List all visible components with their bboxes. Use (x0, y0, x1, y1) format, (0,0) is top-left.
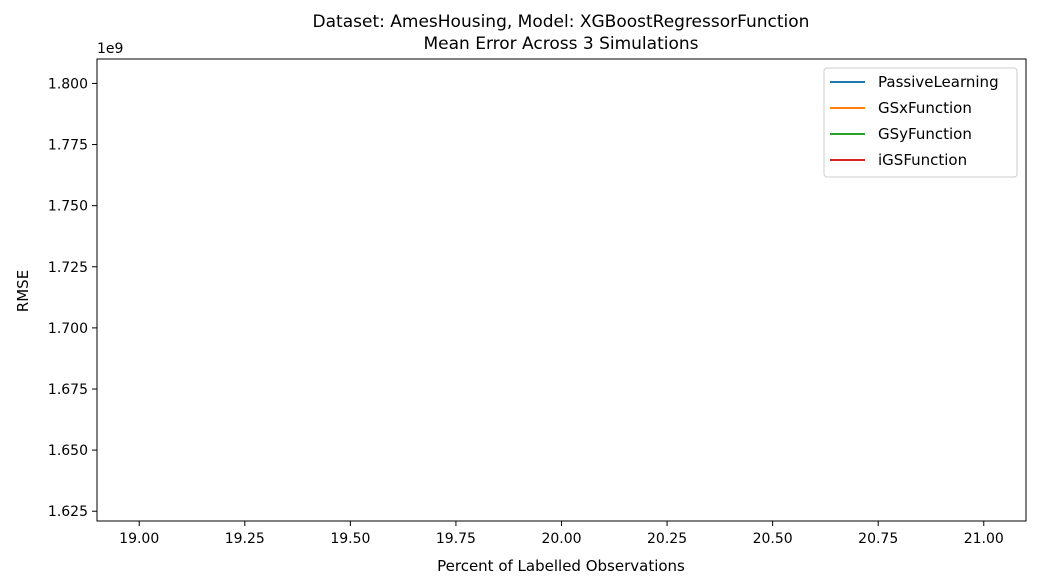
x-axis-ticks: 19.00 19.25 19.50 19.75 20.00 20.25 20.50 20.75… (119, 521, 1004, 547)
y-axis-label: RMSE (14, 270, 32, 312)
y-axis-ticks: 1.625 1.650 1.675 1.700 1.725 1.750 1.775 1.800 (48, 76, 97, 520)
y-tick-label: 1.650 (48, 443, 88, 459)
x-tick-label: 19.50 (330, 531, 370, 547)
x-tick-label: 19.25 (225, 531, 265, 547)
legend-label: PassiveLearning (878, 73, 999, 91)
x-tick-label: 20.75 (858, 531, 898, 547)
y-tick-label: 1.625 (48, 504, 88, 520)
legend-label: iGSFunction (878, 151, 967, 169)
y-tick-label: 1.800 (48, 76, 88, 92)
x-tick-label: 20.00 (541, 531, 581, 547)
y-axis-offset-label: 1e9 (97, 41, 123, 57)
x-axis-label: Percent of Labelled Observations (437, 557, 685, 575)
y-tick-label: 1.750 (48, 199, 88, 215)
y-tick-label: 1.775 (48, 138, 88, 154)
legend-label: GSxFunction (878, 99, 972, 117)
y-tick-label: 1.725 (48, 260, 88, 276)
y-tick-label: 1.675 (48, 382, 88, 398)
y-tick-label: 1.700 (48, 321, 88, 337)
x-tick-label: 19.75 (436, 531, 476, 547)
legend-label: GSyFunction (878, 125, 972, 143)
legend: PassiveLearning GSxFunction GSyFunction iGS… (823, 67, 1018, 178)
x-tick-label: 20.25 (647, 531, 687, 547)
x-tick-label: 21.00 (964, 531, 1004, 547)
chart-title-line-2: Mean Error Across 3 Simulations (423, 34, 698, 54)
x-tick-label: 20.50 (753, 531, 793, 547)
x-tick-label: 19.00 (119, 531, 159, 547)
chart-title-line-1: Dataset: AmesHousing, Model: XGBoostRegr… (313, 12, 810, 32)
legend-box (823, 67, 1018, 178)
